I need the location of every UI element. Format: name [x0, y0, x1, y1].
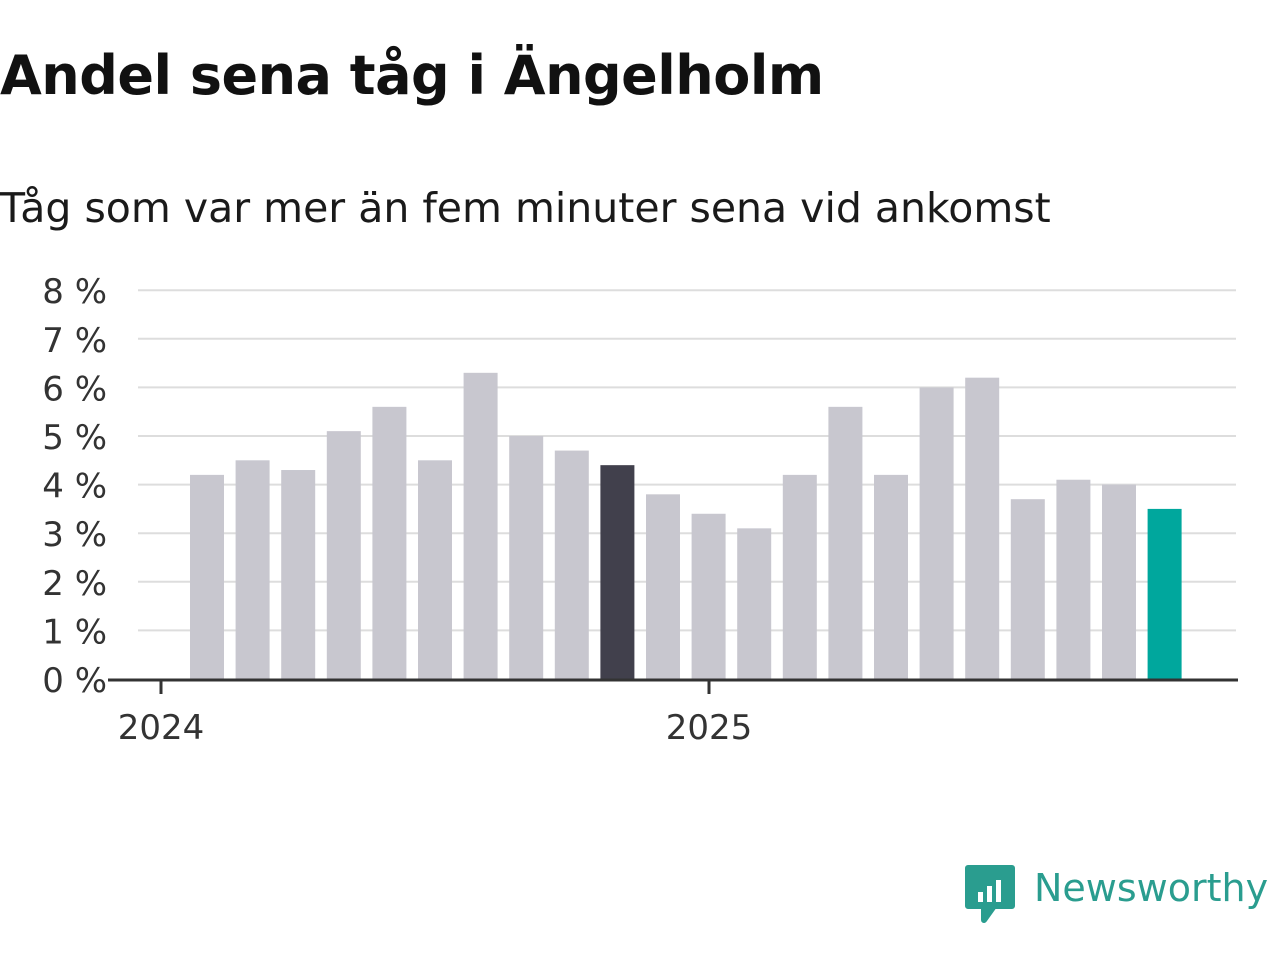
bar [828, 406, 863, 679]
y-tick-label: 1 % [42, 612, 107, 652]
bar [235, 460, 270, 679]
y-tick-label: 6 % [42, 369, 107, 409]
chart-subtitle: Tåg som var mer än fem minuter sena vid … [0, 184, 1051, 232]
axes: 0 % 1 % 2 % 3 % 4 % 5 % 6 % 7 % 8 % 2024 2025 [42, 272, 1238, 740]
y-tick-label: 7 % [42, 321, 107, 361]
newsworthy-logo: Newsworthy [964, 864, 1276, 928]
bar [919, 387, 954, 679]
y-tick-label: 3 % [42, 515, 107, 555]
bar [326, 431, 361, 679]
bar [1010, 499, 1045, 679]
bar [554, 450, 589, 679]
y-tick-label: 5 % [42, 418, 107, 458]
bar [463, 372, 498, 679]
y-tick-label: 8 % [42, 272, 107, 312]
bar [600, 465, 635, 679]
bar [691, 513, 726, 679]
x-tick-label: 2025 [666, 708, 753, 740]
y-tick-label: 0 % [42, 661, 107, 701]
bar [782, 474, 817, 679]
chart-title: Andel sena tåg i Ängelholm [0, 44, 824, 107]
x-tick-label: 2024 [118, 708, 205, 740]
bar [509, 436, 544, 679]
newsworthy-logo-text: Newsworthy [1034, 866, 1269, 910]
bar [418, 460, 452, 679]
grid-lines [138, 289, 1236, 632]
y-tick-label: 4 % [42, 467, 107, 507]
bar [646, 494, 680, 679]
bar [281, 470, 316, 679]
bar [1147, 508, 1182, 679]
bar [1056, 479, 1091, 679]
bar [190, 474, 224, 679]
bar [737, 528, 772, 679]
bar [965, 377, 1000, 679]
bar [1102, 484, 1136, 679]
bar-chart: 0 % 1 % 2 % 3 % 4 % 5 % 6 % 7 % 8 % 2024 2025 [42, 272, 1238, 740]
y-tick-label: 2 % [42, 564, 107, 604]
bars [190, 372, 1182, 679]
newsworthy-logo-icon [965, 865, 1015, 923]
bar [372, 406, 407, 679]
bar [874, 474, 908, 679]
